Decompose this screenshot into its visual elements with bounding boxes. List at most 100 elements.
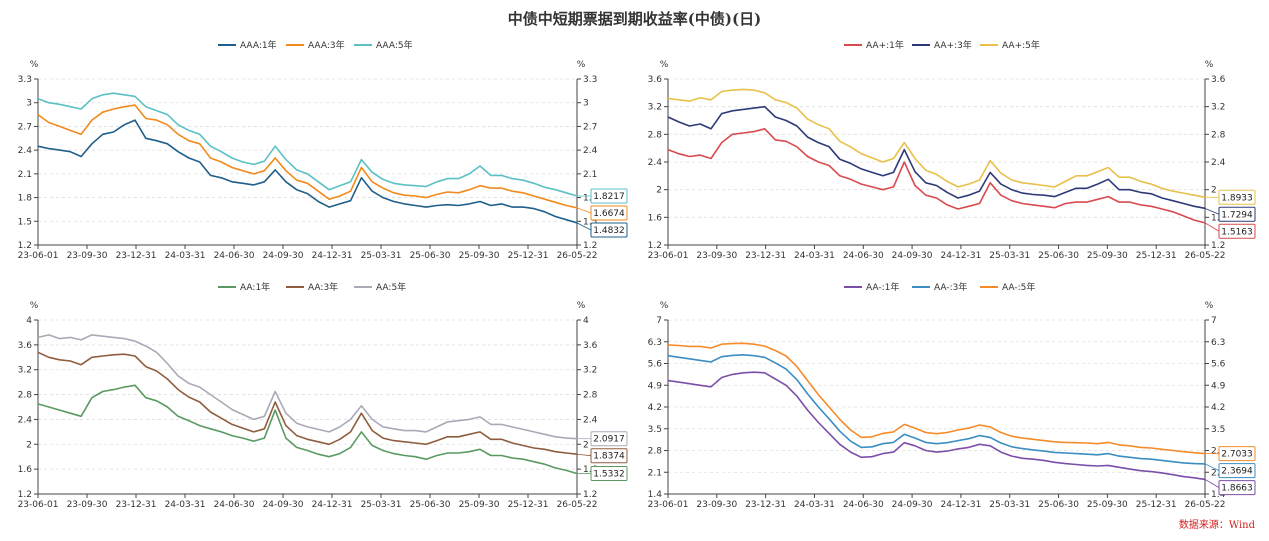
end-value-label: 2.7033: [1221, 450, 1253, 460]
legend-label: AAA:1年: [240, 39, 277, 51]
y-tick-label-left: 1.4: [648, 490, 663, 500]
y-tick-label-left: 2.8: [18, 391, 33, 401]
legend-label: AA:3年: [308, 281, 338, 293]
y-tick-label-right: 3.5: [1211, 425, 1225, 435]
y-tick-label-right: 3.2: [1211, 103, 1225, 113]
end-value-box: [1218, 446, 1256, 462]
y-tick-label-right: 1.8: [583, 194, 598, 204]
legend-label: AA+:1年: [866, 39, 904, 51]
y-tick-label-right: 2: [583, 440, 589, 450]
end-value-box: [590, 188, 628, 204]
series-line: [37, 119, 578, 224]
x-tick-label: 25-09-30: [1087, 500, 1128, 510]
y-tick-label-left: 1.2: [648, 241, 662, 251]
y-tick-label-right: 3.6: [583, 341, 598, 351]
series-line: [37, 92, 578, 197]
legend-label: AAA:5年: [376, 39, 413, 51]
end-value-box: [1218, 189, 1256, 205]
x-tick-label: 25-06-30: [410, 500, 451, 510]
x-tick-label: 24-03-31: [165, 500, 206, 510]
y-tick-label-right: 4.2: [1211, 403, 1225, 413]
x-tick-label: 25-09-30: [459, 500, 500, 510]
y-tick-label-right: 1.2: [583, 241, 597, 251]
y-tick-label-left: 2.7: [18, 122, 32, 132]
end-value-label: 2.0917: [593, 435, 625, 445]
y-tick-label-left: 3.3: [18, 75, 32, 85]
y-tick-label-right: 2.8: [1211, 130, 1226, 140]
y-tick-label-right: 3.6: [1211, 75, 1226, 85]
y-tick-label-left: 2.8: [648, 130, 663, 140]
y-tick-label-right: 3.2: [583, 366, 597, 376]
y-unit-left: %: [30, 60, 39, 70]
y-tick-label-left: 5.6: [648, 360, 663, 370]
x-tick-label: 25-12-31: [508, 500, 549, 510]
y-tick-label-right: 1.5: [583, 217, 597, 227]
end-value-box: [590, 431, 628, 447]
x-tick-label: 24-09-30: [263, 500, 304, 510]
x-tick-label: 26-05-22: [557, 251, 598, 261]
y-unit-left: %: [30, 301, 39, 311]
end-value-label: 1.6674: [593, 209, 625, 219]
x-tick-label: 23-12-31: [116, 251, 157, 261]
x-tick-label: 23-09-30: [696, 500, 737, 510]
x-tick-label: 26-05-22: [1185, 500, 1226, 510]
series-line: [37, 384, 578, 475]
y-tick-label-left: 3.2: [648, 103, 662, 113]
x-tick-label: 25-12-31: [1136, 251, 1177, 261]
series-line: [667, 353, 1206, 465]
series-line: [667, 371, 1206, 481]
y-tick-label-left: 1.5: [18, 217, 32, 227]
y-tick-label-right: 2.1: [583, 170, 597, 180]
end-value-box: [1218, 463, 1256, 479]
y-tick-label-right: 2.4: [1211, 158, 1226, 168]
x-tick-label: 26-05-22: [1185, 251, 1226, 261]
y-tick-label-left: 2.1: [648, 468, 662, 478]
x-tick-label: 23-12-31: [745, 251, 786, 261]
y-tick-label-right: 4.9: [1211, 381, 1226, 391]
y-tick-label-right: 2.4: [583, 415, 598, 425]
y-tick-label-right: 3: [583, 99, 589, 109]
end-value-label: 2.3694: [1221, 467, 1253, 477]
x-tick-label: 24-09-30: [263, 251, 304, 261]
legend-label: AA:1年: [240, 281, 270, 293]
x-tick-label: 24-12-31: [940, 500, 981, 510]
x-tick-label: 24-06-30: [843, 251, 884, 261]
series-line: [37, 351, 578, 455]
legend-label: AAA:3年: [308, 39, 345, 51]
x-tick-label: 24-03-31: [165, 251, 206, 261]
end-value-label: 1.8374: [593, 452, 625, 462]
end-value-label: 1.8217: [593, 192, 625, 202]
y-tick-label-left: 3.2: [18, 366, 32, 376]
y-unit-right: %: [577, 60, 586, 70]
y-tick-label-left: 1.2: [18, 241, 32, 251]
end-value-box: [590, 222, 628, 238]
x-tick-label: 24-03-31: [794, 500, 835, 510]
y-tick-label-right: 2.1: [1211, 468, 1225, 478]
x-tick-label: 23-09-30: [67, 251, 108, 261]
x-tick-label: 24-03-31: [794, 251, 835, 261]
end-value-box: [1218, 480, 1256, 496]
x-tick-label: 25-06-30: [410, 251, 451, 261]
x-tick-label: 23-12-31: [116, 500, 157, 510]
y-tick-label-left: 7: [656, 316, 662, 326]
end-value-leader: [576, 207, 592, 214]
legend-label: AA-:3年: [934, 281, 967, 293]
legend-label: AA-:1年: [866, 281, 899, 293]
y-tick-label-left: 1.6: [648, 213, 663, 223]
end-value-label: 1.8933: [1221, 193, 1253, 203]
legend-label: AA+:5年: [1002, 39, 1040, 51]
end-value-leader: [576, 453, 592, 457]
end-value-box: [1218, 223, 1256, 239]
x-tick-label: 23-09-30: [696, 251, 737, 261]
series-line: [667, 105, 1206, 210]
series-line: [667, 88, 1206, 199]
series-line: [667, 342, 1206, 455]
y-unit-right: %: [1205, 60, 1214, 70]
y-tick-label-left: 2.4: [648, 158, 663, 168]
y-tick-label-right: 1.6: [583, 465, 598, 475]
y-tick-label-right: 1.2: [583, 490, 597, 500]
y-unit-right: %: [1205, 301, 1214, 311]
